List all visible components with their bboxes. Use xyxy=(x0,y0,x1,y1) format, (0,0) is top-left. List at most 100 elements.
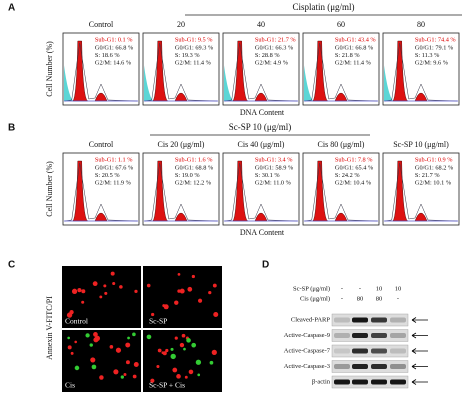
band-label: Active-Caspase-7 xyxy=(284,347,331,354)
cell xyxy=(109,345,114,349)
phase-value: G0/G1: 69.3 % xyxy=(175,44,214,51)
band xyxy=(390,348,406,354)
g1-peak xyxy=(72,160,88,222)
cell xyxy=(177,289,181,293)
cell xyxy=(211,349,217,355)
band-label: Active-Caspase-3 xyxy=(284,363,330,370)
cell xyxy=(179,288,185,294)
micrograph xyxy=(143,330,222,392)
cell xyxy=(188,369,194,375)
micrograph-label: Sc-SP + Cis xyxy=(149,381,185,390)
band-arrow xyxy=(411,379,428,385)
phase-value: G2/M: 11.4 % xyxy=(335,59,372,66)
phase-value: G2/M: 10.1 % xyxy=(415,179,452,186)
band xyxy=(390,364,406,369)
cell xyxy=(174,336,178,340)
sub-g1-value: Sub-G1: 43.4 % xyxy=(335,36,377,43)
cell xyxy=(177,272,181,276)
band xyxy=(390,379,406,385)
cell xyxy=(77,288,82,293)
lane-value: 80 xyxy=(376,295,383,302)
column-header: 20 xyxy=(177,20,185,29)
g1-peak xyxy=(232,160,248,222)
phase-value: G0/G1: 66.8 % xyxy=(335,44,374,51)
sub-g1-area xyxy=(304,65,313,101)
lane-value: 10 xyxy=(395,285,402,292)
blot-strip xyxy=(331,329,409,342)
cell xyxy=(197,373,201,377)
phase-value: G2/M: 9.6 % xyxy=(415,59,449,66)
cell xyxy=(119,285,123,289)
phase-value: S: 28.8 % xyxy=(255,52,280,59)
x-axis-label: DNA Content xyxy=(240,108,285,117)
column-header: Control xyxy=(89,20,114,29)
cell xyxy=(213,311,219,317)
sub-g1-area xyxy=(144,65,153,101)
phase-value: G2/M: 11.0 % xyxy=(255,179,292,186)
band xyxy=(371,379,387,385)
band xyxy=(352,317,368,323)
micrograph xyxy=(143,266,222,328)
band xyxy=(334,333,350,338)
g1-peak xyxy=(152,160,168,222)
overlay-line xyxy=(144,42,218,102)
phase-value: S: 18.6 % xyxy=(95,52,120,59)
band-label: β-actin xyxy=(312,378,331,385)
cell xyxy=(146,334,152,340)
cell xyxy=(209,360,214,365)
cell xyxy=(174,300,179,305)
cell xyxy=(66,312,73,318)
panel-label: A xyxy=(8,3,15,14)
cell xyxy=(93,337,99,343)
cell xyxy=(91,364,97,370)
treatment-name: Sc-SP (μg/ml) xyxy=(293,285,330,292)
cell xyxy=(74,365,80,371)
cell xyxy=(172,367,178,373)
cell xyxy=(99,295,103,299)
group-title: Sc-SP 10 (μg/ml) xyxy=(229,122,292,132)
overlay-line xyxy=(64,162,138,222)
cell xyxy=(70,351,74,355)
panel-label: B xyxy=(8,123,15,134)
phase-value: S: 20.5 % xyxy=(95,172,120,179)
band xyxy=(334,348,350,354)
g1-peak xyxy=(312,40,328,102)
phase-value: S: 11.3 % xyxy=(415,52,440,59)
cell xyxy=(113,369,119,375)
micrograph-label: Cis xyxy=(65,381,75,390)
phase-value: S: 21.7 % xyxy=(415,172,440,179)
group-title: Cisplatin (μg/ml) xyxy=(292,2,354,12)
band-arrow xyxy=(411,317,428,323)
sub-g1-area xyxy=(64,65,73,101)
cell xyxy=(208,290,212,295)
sub-g1-value: Sub-G1: 9.5 % xyxy=(175,36,213,43)
cell xyxy=(132,374,137,379)
column-header: 40 xyxy=(257,20,265,29)
blot-strip xyxy=(331,360,409,373)
sub-g1-value: Sub-G1: 21.7 % xyxy=(255,36,297,43)
cell xyxy=(125,342,131,348)
g1-peak xyxy=(312,160,328,222)
cell xyxy=(197,298,203,303)
cell xyxy=(163,304,169,310)
cell xyxy=(151,312,155,317)
phase-value: G2/M: 11.4 % xyxy=(175,59,212,66)
cell xyxy=(150,378,155,383)
phase-value: S: 21.8 % xyxy=(335,52,360,59)
cell xyxy=(179,342,185,348)
column-header: 60 xyxy=(337,20,345,29)
cell xyxy=(67,345,72,350)
band-label: Cleaved-PARP xyxy=(291,316,331,323)
lane-value: - xyxy=(341,285,343,292)
band-arrow xyxy=(411,332,428,339)
band xyxy=(352,379,368,385)
band-arrow xyxy=(411,348,428,354)
blot-strip xyxy=(331,375,409,389)
cell xyxy=(71,288,78,294)
band xyxy=(371,348,387,354)
panel-label: C xyxy=(8,260,15,271)
overlay-line xyxy=(144,162,218,222)
blot-strip xyxy=(331,344,409,358)
overlay-line xyxy=(224,162,298,222)
column-header: Cis 20 (μg/ml) xyxy=(158,140,205,149)
